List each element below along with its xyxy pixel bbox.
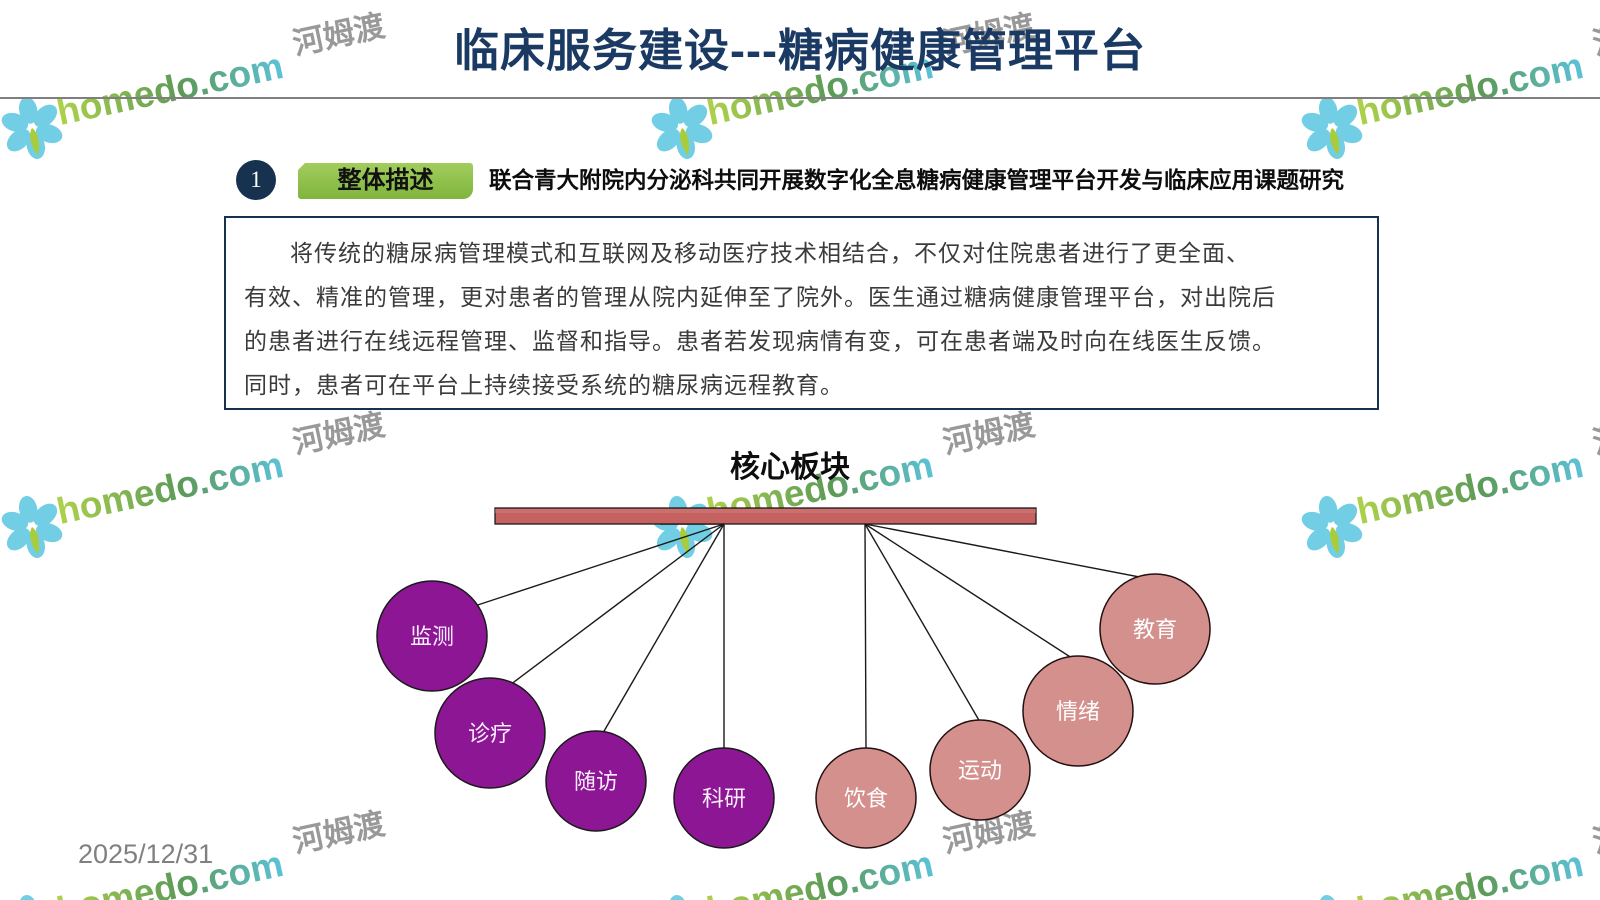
svg-text:教育: 教育 [1133,617,1177,642]
svg-text:监测: 监测 [410,624,454,649]
svg-text:饮食: 饮食 [844,786,888,811]
svg-text:情绪: 情绪 [1056,699,1100,724]
svg-text:运动: 运动 [958,758,1002,783]
svg-text:随访: 随访 [574,769,618,794]
svg-text:科研: 科研 [702,786,746,811]
svg-text:诊疗: 诊疗 [468,721,512,746]
